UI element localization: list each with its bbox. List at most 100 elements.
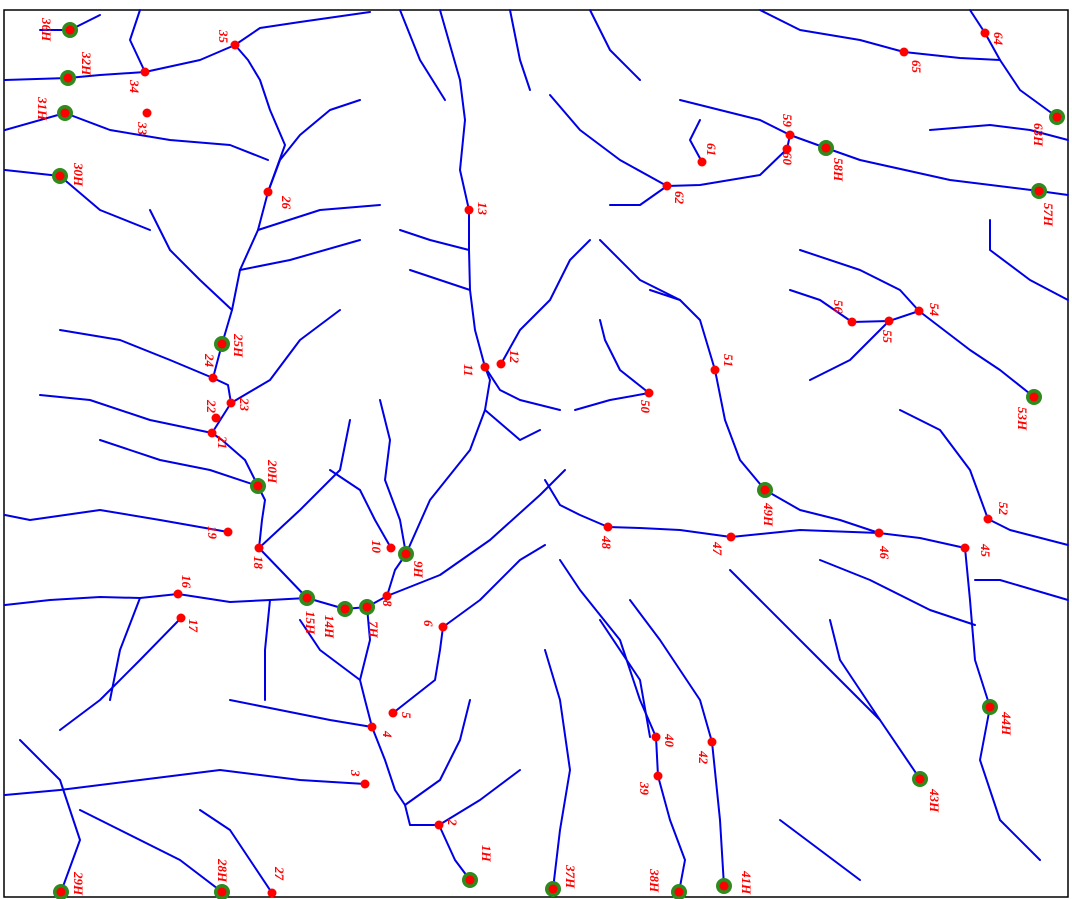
point-dot <box>727 533 736 542</box>
point-label: 11 <box>461 364 476 376</box>
point-dot <box>227 399 236 408</box>
map-frame <box>4 10 1068 897</box>
point-label: 15H <box>303 611 318 635</box>
point-dot <box>465 206 474 215</box>
point-label: 35 <box>216 29 231 44</box>
point-label: 26 <box>279 195 294 210</box>
point-label: 22 <box>204 399 219 414</box>
point-dot <box>720 882 729 891</box>
point-label: 59 <box>780 114 795 128</box>
point-dot <box>264 188 273 197</box>
point-label: 55 <box>880 330 895 344</box>
point-dot <box>218 340 227 349</box>
point-dot <box>255 544 264 553</box>
point-dot <box>439 623 448 632</box>
point-label: 31H <box>35 96 50 121</box>
point-label: 17 <box>186 619 201 633</box>
point-dot <box>875 529 884 538</box>
point-label: 7H <box>366 621 381 639</box>
point-dot <box>254 482 263 491</box>
point-dot <box>224 528 233 537</box>
point-dot <box>212 414 221 423</box>
point-dot <box>341 605 350 614</box>
point-dot <box>900 48 909 57</box>
point-label: 23 <box>237 397 252 412</box>
point-dot <box>481 363 490 372</box>
point-label: 9H <box>411 561 426 579</box>
point-label: 32H <box>79 51 94 76</box>
point-dot <box>822 144 831 153</box>
point-label: 53H <box>1015 407 1030 431</box>
point-dot <box>389 709 398 718</box>
point-dot <box>466 876 475 885</box>
point-dot <box>402 550 411 559</box>
river-map: 36H32H31H34353330H2613646563H59606158H62… <box>0 0 1072 899</box>
point-label: 43H <box>927 788 942 813</box>
point-dot <box>218 888 227 897</box>
point-dot <box>57 888 66 897</box>
point-dot <box>141 68 150 77</box>
point-label: 19 <box>205 526 220 540</box>
point-label: 2 <box>445 818 460 826</box>
point-label: 63H <box>1031 123 1046 147</box>
point-label: 46 <box>877 545 892 560</box>
point-dot <box>143 109 152 118</box>
point-dot <box>61 109 70 118</box>
point-label: 38H <box>647 868 662 893</box>
point-label: 13 <box>475 202 490 216</box>
point-label: 64 <box>991 32 1006 46</box>
point-label: 52 <box>996 502 1011 516</box>
point-label: 60 <box>780 152 795 166</box>
point-label: 16 <box>179 575 194 589</box>
point-label: 61 <box>704 143 719 156</box>
point-label: 1H <box>479 845 494 863</box>
point-label: 44H <box>999 711 1014 736</box>
point-dot <box>645 389 654 398</box>
point-dot <box>368 723 377 732</box>
point-dot <box>885 317 894 326</box>
point-dot <box>604 523 613 532</box>
point-label: 10 <box>369 540 384 554</box>
point-label: 20H <box>265 459 280 484</box>
point-label: 25H <box>231 333 246 358</box>
point-dot <box>663 182 672 191</box>
point-label: 33 <box>135 121 150 136</box>
point-dot <box>675 888 684 897</box>
point-label: 50 <box>638 400 653 414</box>
point-dot <box>961 544 970 553</box>
point-label: 40 <box>662 733 677 748</box>
point-label: 12 <box>507 350 522 364</box>
point-label: 65 <box>909 60 924 74</box>
point-dot <box>986 703 995 712</box>
point-label: 36H <box>39 17 54 42</box>
point-label: 47 <box>710 541 725 556</box>
point-label: 41H <box>739 870 754 895</box>
point-dot <box>1053 113 1062 122</box>
point-dot <box>435 821 444 830</box>
point-dot <box>66 26 75 35</box>
point-dot <box>303 594 312 603</box>
page: {"points": [ {"label": "36H"}, {"label":… <box>0 0 1072 899</box>
point-dot <box>1035 187 1044 196</box>
point-label: 8 <box>380 600 395 607</box>
point-dot <box>711 366 720 375</box>
point-label: 21 <box>215 435 230 449</box>
point-dot <box>654 772 663 781</box>
point-label: 3 <box>348 769 363 777</box>
point-dot <box>497 360 506 369</box>
point-dot <box>363 603 372 612</box>
point-dot <box>361 780 370 789</box>
point-label: 58H <box>831 158 846 182</box>
point-dot <box>848 318 857 327</box>
point-dot <box>984 515 993 524</box>
point-label: 14H <box>322 615 337 639</box>
point-label: 29H <box>71 871 86 896</box>
point-label: 49H <box>761 502 776 527</box>
point-dot <box>761 486 770 495</box>
point-label: 51 <box>721 354 736 367</box>
point-dot <box>708 738 717 747</box>
point-label: 56 <box>831 300 846 314</box>
point-dot <box>268 889 277 898</box>
point-dot <box>981 29 990 38</box>
point-label: 34 <box>127 79 142 94</box>
